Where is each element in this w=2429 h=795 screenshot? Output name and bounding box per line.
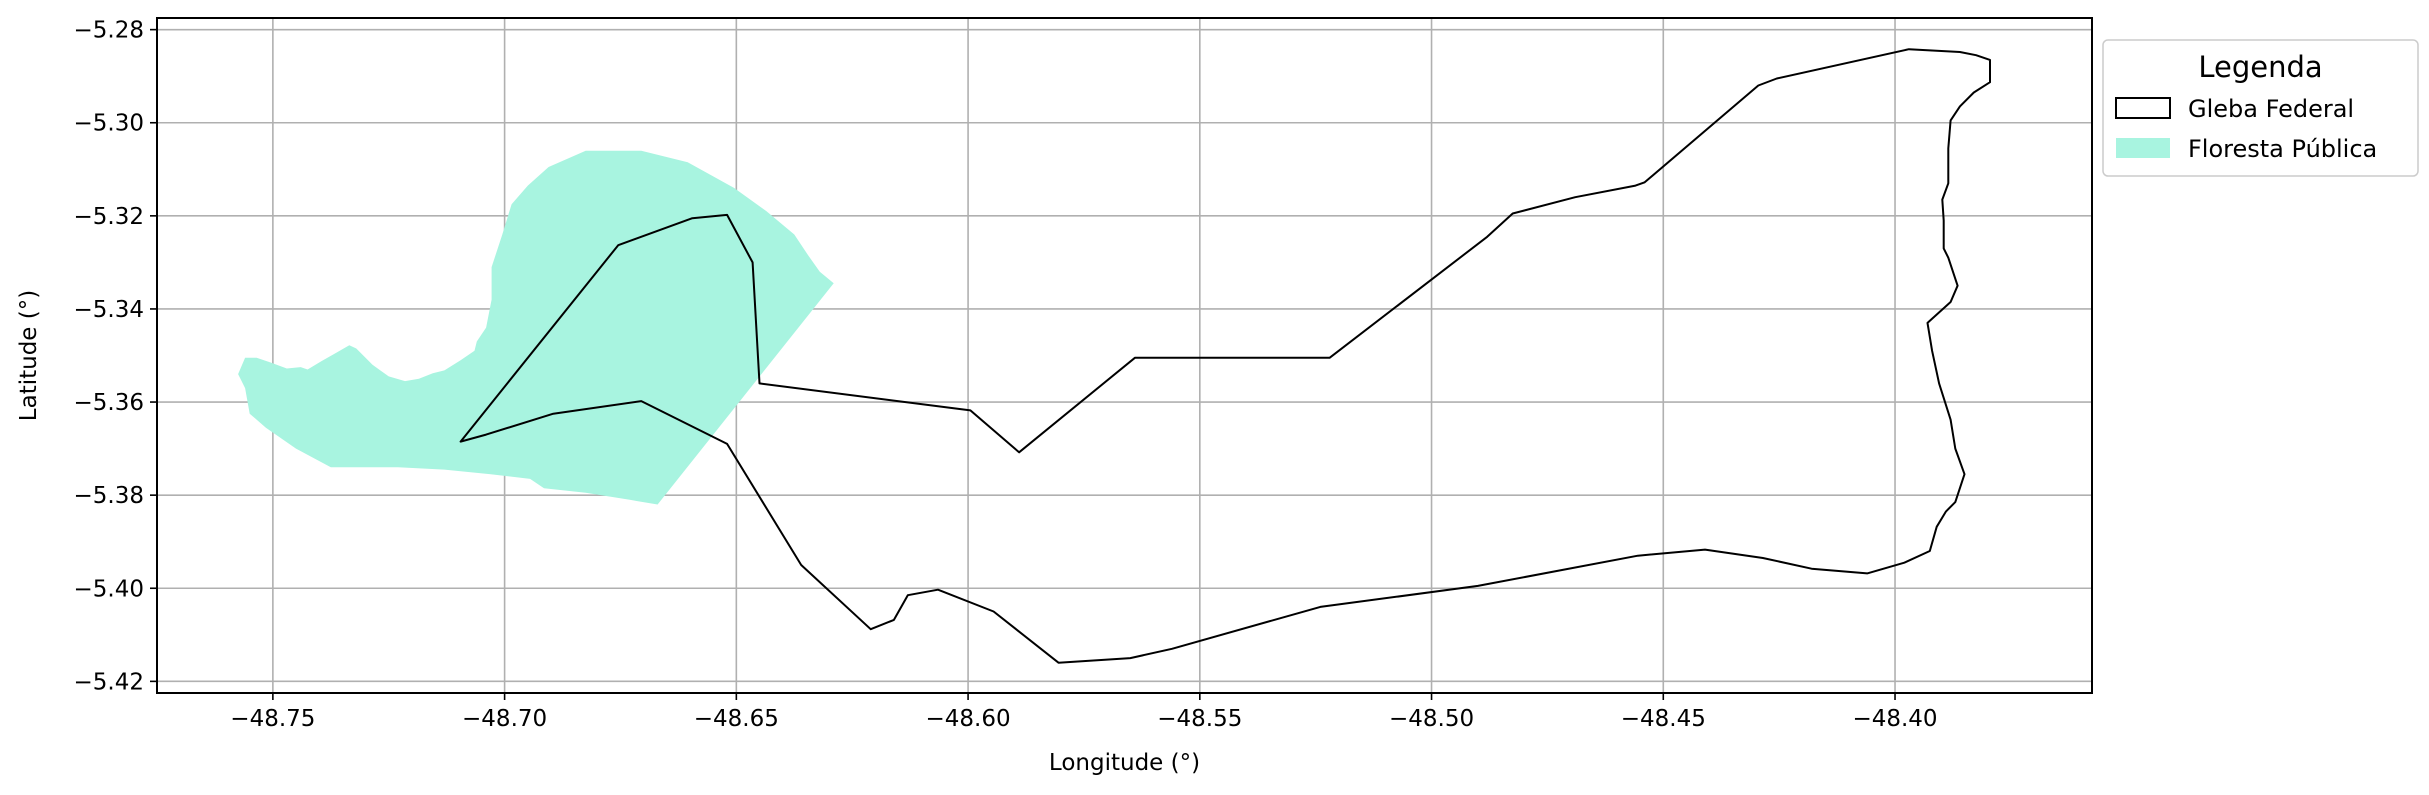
y-tick-label: −5.36	[74, 390, 144, 416]
map-layers	[238, 48, 1991, 664]
floresta-publica-area	[238, 150, 834, 505]
x-tick-label: −48.60	[926, 706, 1011, 732]
gleba-federal-boundary	[459, 48, 1991, 664]
x-axis-label: Longitude (°)	[1049, 750, 1200, 776]
y-tick-label: −5.38	[74, 483, 144, 509]
x-tick-label: −48.55	[1157, 706, 1242, 732]
legend-swatch-gleba-federal	[2115, 97, 2171, 119]
plot-background	[157, 18, 2092, 693]
y-tick-label: −5.42	[74, 669, 144, 695]
x-tick-label: −48.45	[1621, 706, 1706, 732]
legend-title: Legenda	[2198, 50, 2322, 84]
plot-frame	[156, 17, 2093, 694]
y-tick-label: −5.30	[74, 111, 144, 137]
legend-box	[2102, 39, 2419, 177]
y-tick-label: −5.32	[74, 204, 144, 230]
y-axis-ticks: −5.28 −5.30 −5.32 −5.34 −5.36 −5.38 −5.40 −5.42	[74, 18, 157, 695]
legend-label-gleba-federal: Gleba Federal	[2188, 95, 2354, 123]
legend: Legenda Gleba Federal Floresta Pública	[2102, 39, 2419, 177]
x-tick-label: −48.40	[1852, 706, 1937, 732]
x-tick-label: −48.50	[1389, 706, 1474, 732]
x-axis-ticks: −48.75 −48.70 −48.65 −48.60 −48.55 −48.50 −48.…	[230, 693, 1938, 732]
y-tick-label: −5.40	[74, 576, 144, 602]
y-axis-label: Latitude (°)	[16, 290, 42, 421]
grid	[157, 18, 2092, 693]
x-tick-label: −48.70	[462, 706, 547, 732]
legend-swatch-floresta-publica	[2116, 138, 2170, 158]
legend-label-floresta-publica: Floresta Pública	[2188, 135, 2377, 163]
y-tick-label: −5.28	[74, 18, 144, 44]
x-tick-label: −48.75	[230, 706, 315, 732]
y-tick-label: −5.34	[74, 297, 144, 323]
plot-area	[156, 17, 2093, 694]
x-tick-label: −48.65	[694, 706, 779, 732]
